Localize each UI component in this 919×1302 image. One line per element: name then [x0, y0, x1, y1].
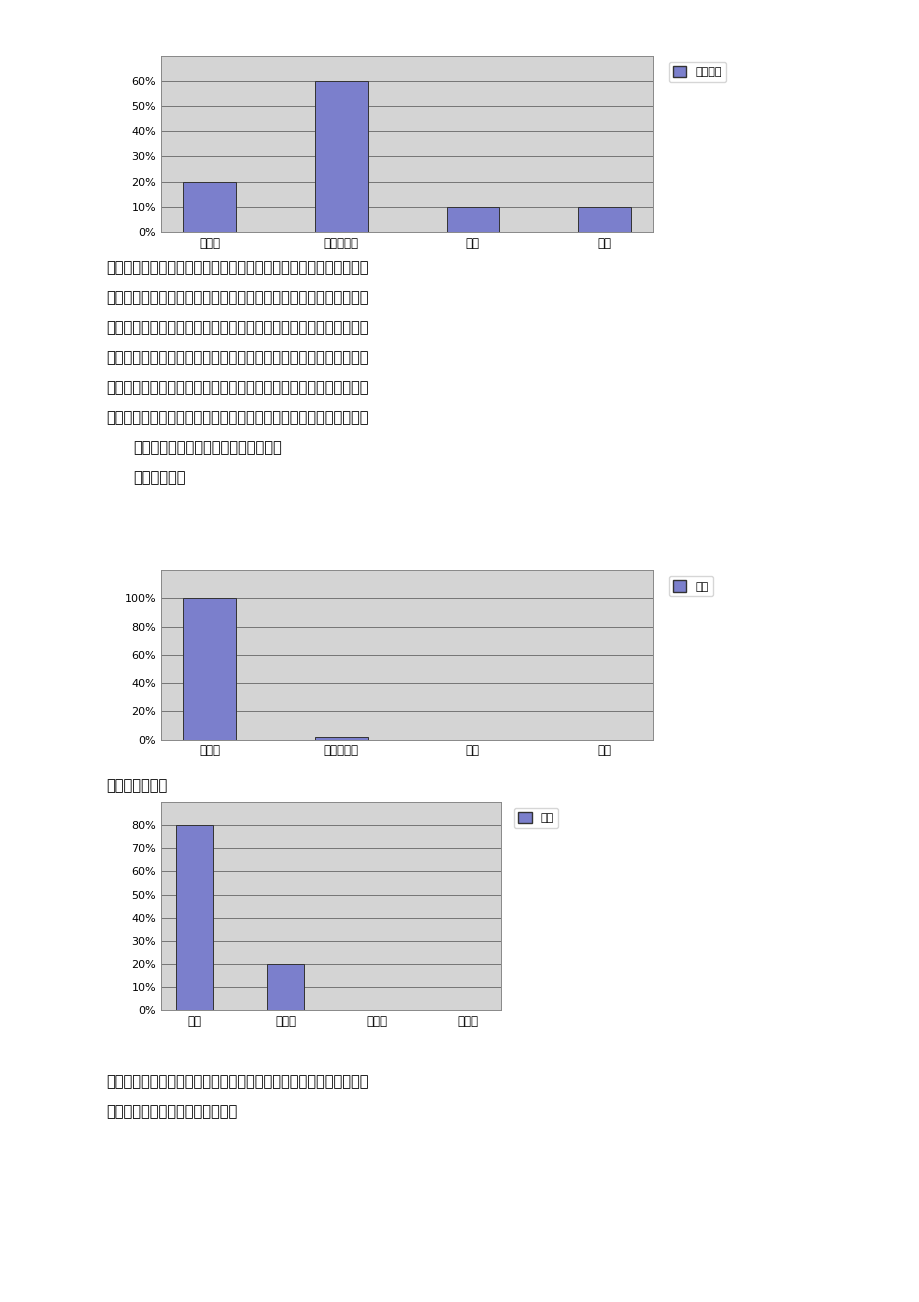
Text: 根据上面的数据显示，学生到网吧上网玩游戏情况很严重，（当: 根据上面的数据显示，学生到网吧上网玩游戏情况很严重，（当: [106, 1074, 368, 1090]
Text: 数不是很多，而在根据调查过程中所知，上网玩游戏的学生居多，年: 数不是很多，而在根据调查过程中所知，上网玩游戏的学生居多，年: [106, 350, 368, 366]
Text: 还有小区周围网吧上网情况，如下：: 还有小区周围网吧上网情况，如下：: [133, 440, 282, 456]
Bar: [267, 963, 303, 1010]
Legend: 人数: 人数: [668, 575, 712, 596]
Bar: [176, 825, 212, 1010]
Legend: 人数: 人数: [513, 807, 558, 828]
Bar: [314, 81, 368, 232]
Text: 来学习以及工作的，而中年人上网无非是关注新闻动态，打发时间。: 来学习以及工作的，而中年人上网无非是关注新闻动态，打发时间。: [106, 410, 368, 426]
Bar: [183, 181, 236, 232]
Bar: [183, 599, 236, 740]
Legend: 上网类型: 上网类型: [668, 61, 725, 82]
Bar: [577, 207, 630, 232]
Text: 从上面的图表我们可以知道，社区居民上网人数很多，几乎每家: 从上面的图表我们可以知道，社区居民上网人数很多，几乎每家: [106, 260, 368, 276]
Text: 每户都用上了互联网，而网络的使用主要还是在休闲娱乐上，上网的: 每户都用上了互联网，而网络的使用主要还是在休闲娱乐上，上网的: [106, 290, 368, 306]
Text: 轻人也有一些，但大多数还是上网娱乐，只有少数的年轻人是用网络: 轻人也有一些，但大多数还是上网娱乐，只有少数的年轻人是用网络: [106, 380, 368, 396]
Bar: [314, 737, 368, 740]
Text: 然我也不知道这些学生是否成年）: 然我也不知道这些学生是否成年）: [106, 1104, 237, 1120]
Text: 年龄层也主要集中在学生以及年轻人上，中年人和老年人相对上网人: 年龄层也主要集中在学生以及年轻人上，中年人和老年人相对上网人: [106, 320, 368, 336]
Bar: [446, 207, 499, 232]
Text: 网吧上网类型: 网吧上网类型: [133, 470, 186, 486]
Text: 网吧上网年龄层: 网吧上网年龄层: [106, 779, 167, 794]
